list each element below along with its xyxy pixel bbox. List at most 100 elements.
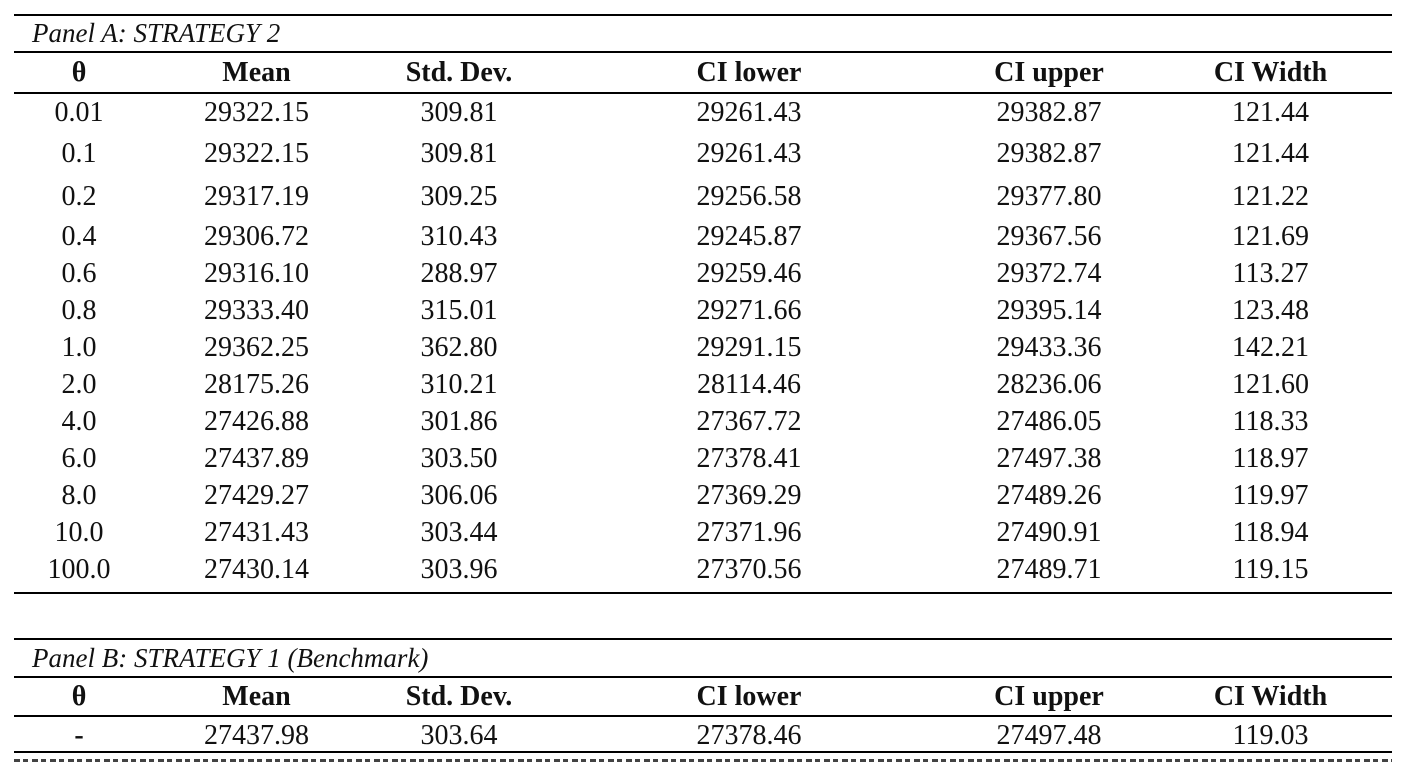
theta-cell: 0.2 [61,181,97,212]
mean-header: Mean [222,681,291,712]
ci-width-cell: 121.44 [1232,138,1309,169]
std-dev-cell: 362.80 [420,332,498,363]
ci-lower-cell: 29271.66 [696,295,802,326]
std-dev-cell: 301.86 [420,406,498,437]
ci-lower-cell: 29291.15 [696,332,802,363]
cut-off-text-line [14,752,1392,762]
mean-cell: 29317.19 [204,181,309,212]
panel-b-header-bottom-rule [14,715,1392,717]
theta-cell: 1.0 [61,332,97,363]
theta-cell: 0.6 [61,258,97,289]
panel-b-top-rule [14,638,1392,640]
table-row: 0.6 29316.10 288.97 29259.46 29372.74 113.27 [14,255,1392,292]
theta-cell: 8.0 [61,480,97,511]
table-row: 100.0 27430.14 303.96 27370.56 27489.71 119.1… [14,551,1392,588]
std-dev-cell: 288.97 [420,258,498,289]
ci-width-cell: 119.15 [1232,554,1309,585]
mean-cell: 29333.40 [204,295,309,326]
std-dev-cell: 309.81 [420,97,498,128]
table-row: 0.2 29317.19 309.25 29256.58 29377.80 121.22 [14,175,1392,218]
table-row: - 27437.98 303.64 27378.46 27497.48 119.03 [14,717,1392,755]
ci-lower-cell: 27371.96 [696,517,802,548]
ci-upper-cell: 29395.14 [996,295,1102,326]
ci-lower-cell: 27369.29 [696,480,802,511]
mean-cell: 27429.27 [204,480,309,511]
ci-width-cell: 123.48 [1232,295,1309,326]
ci-width-header: CI Width [1213,57,1328,88]
ci-lower-header: CI lower [696,681,802,712]
panel-b-title: Panel B: STRATEGY 1 (Benchmark) [32,643,429,673]
panel-b-header-top-rule [14,676,1392,678]
std-dev-cell: 303.64 [420,720,498,751]
ci-upper-header: CI upper [994,57,1104,88]
theta-header: θ [71,57,87,88]
ci-width-cell: 142.21 [1232,332,1309,363]
mean-cell: 27430.14 [204,554,309,585]
ci-upper-cell: 29372.74 [996,258,1102,289]
ci-upper-cell: 29367.56 [996,221,1102,252]
ci-upper-cell: 29382.87 [996,97,1102,128]
mean-cell: 29362.25 [204,332,309,363]
std-dev-cell: 306.06 [420,480,498,511]
ci-lower-header: CI lower [696,57,802,88]
theta-cell: - [74,720,84,751]
table-row: 0.01 29322.15 309.81 29261.43 29382.87 121.44 [14,93,1392,132]
theta-cell: 100.0 [47,554,111,585]
theta-cell: 4.0 [61,406,97,437]
ci-lower-cell: 29245.87 [696,221,802,252]
panel-a-table: θ Mean Std. Dev. CI lower CI upper CI Wi… [14,53,1392,588]
std-dev-cell: 303.44 [420,517,498,548]
std-dev-cell: 303.50 [420,443,498,474]
ci-upper-cell: 27497.38 [996,443,1102,474]
ci-lower-cell: 27378.46 [696,720,802,751]
theta-header: θ [71,681,87,712]
ci-width-cell: 121.69 [1232,221,1309,252]
panel-b-table: θ Mean Std. Dev. CI lower CI upper CI Wi… [14,677,1392,755]
panel-b-bottom-rule [14,751,1392,753]
panel-a-header-bottom-rule [14,92,1392,94]
table-row: 4.0 27426.88 301.86 27367.72 27486.05 118.33 [14,403,1392,440]
std-dev-cell: 303.96 [420,554,498,585]
ci-width-cell: 121.22 [1232,181,1309,212]
panel-a-header-row: θ Mean Std. Dev. CI lower CI upper CI Wi… [14,53,1392,93]
std-dev-cell: 309.25 [420,181,498,212]
mean-cell: 27426.88 [204,406,309,437]
table-row: 1.0 29362.25 362.80 29291.15 29433.36 142.21 [14,329,1392,366]
mean-cell: 29306.72 [204,221,309,252]
ci-upper-header: CI upper [994,681,1104,712]
panel-a-top-rule [14,14,1392,16]
ci-lower-cell: 27378.41 [696,443,802,474]
table-row: 8.0 27429.27 306.06 27369.29 27489.26 119.97 [14,477,1392,514]
table-row: 10.0 27431.43 303.44 27371.96 27490.91 118.94 [14,514,1392,551]
ci-width-cell: 119.97 [1232,480,1309,511]
panel-b-header-row: θ Mean Std. Dev. CI lower CI upper CI Wi… [14,677,1392,717]
std-dev-header: Std. Dev. [405,57,513,88]
theta-cell: 2.0 [61,369,97,400]
ci-lower-cell: 29261.43 [696,97,802,128]
ci-width-cell: 118.94 [1232,517,1309,548]
ci-width-cell: 113.27 [1232,258,1309,289]
ci-lower-cell: 27367.72 [696,406,802,437]
mean-cell: 27437.98 [204,720,309,751]
theta-cell: 0.01 [54,97,104,128]
std-dev-cell: 310.21 [420,369,498,400]
std-dev-header: Std. Dev. [405,681,513,712]
theta-cell: 0.8 [61,295,97,326]
theta-cell: 0.4 [61,221,97,252]
std-dev-cell: 309.81 [420,138,498,169]
ci-upper-cell: 28236.06 [996,369,1102,400]
std-dev-cell: 310.43 [420,221,498,252]
table-row: 0.8 29333.40 315.01 29271.66 29395.14 123.48 [14,292,1392,329]
ci-upper-cell: 29377.80 [996,181,1102,212]
ci-upper-cell: 29382.87 [996,138,1102,169]
table-row: 2.0 28175.26 310.21 28114.46 28236.06 121.60 [14,366,1392,403]
ci-upper-cell: 27497.48 [996,720,1102,751]
ci-upper-cell: 29433.36 [996,332,1102,363]
panel-a-bottom-rule [14,592,1392,594]
ci-width-cell: 118.33 [1232,406,1309,437]
table-row: 0.1 29322.15 309.81 29261.43 29382.87 121.44 [14,132,1392,175]
theta-cell: 10.0 [54,517,104,548]
ci-upper-cell: 27486.05 [996,406,1102,437]
ci-lower-cell: 29256.58 [696,181,802,212]
ci-width-cell: 121.60 [1232,369,1309,400]
